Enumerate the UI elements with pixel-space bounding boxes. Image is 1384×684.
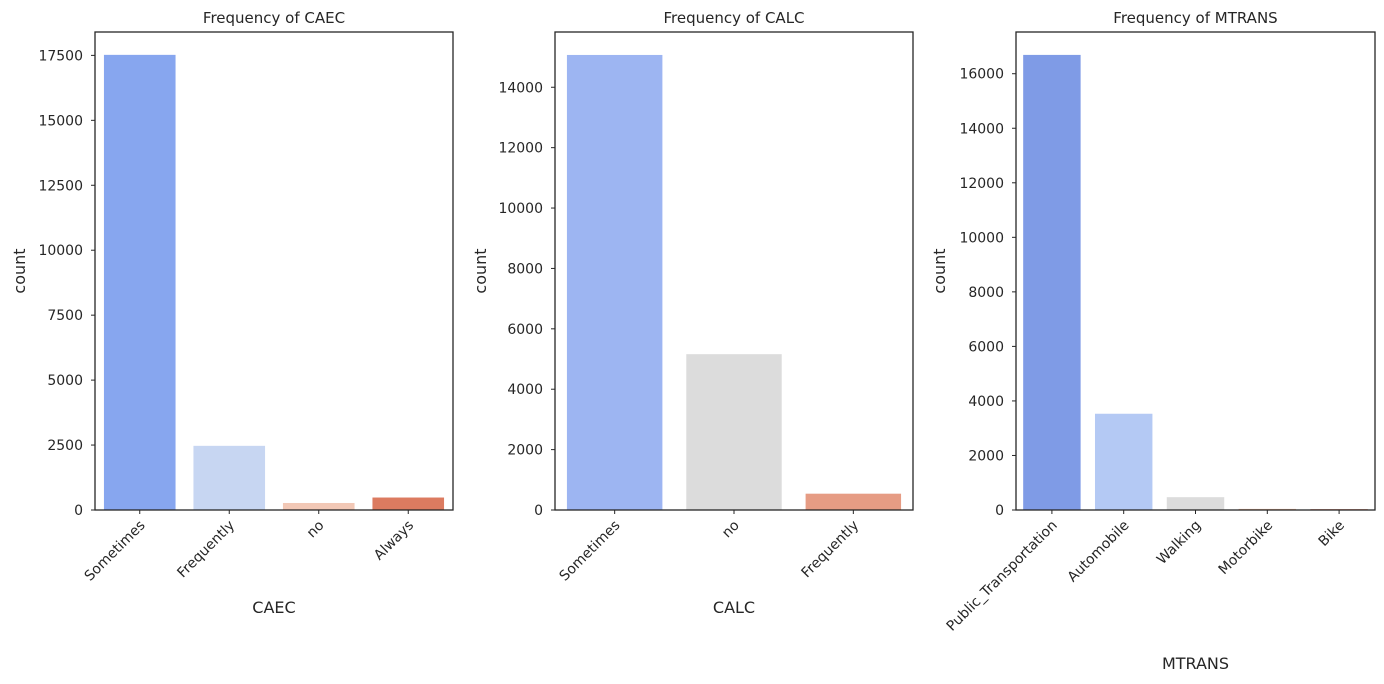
x-tick-label-sometimes: Sometimes <box>82 518 149 585</box>
x-tick-label-walking: Walking <box>1154 518 1204 568</box>
y-axis-label: count <box>930 248 949 293</box>
x-tick-label-no: no <box>719 518 743 542</box>
x-tick-label-frequently: Frequently <box>799 518 863 582</box>
y-tick-label: 2000 <box>507 443 543 459</box>
y-tick-label: 15000 <box>38 113 83 129</box>
bar-always <box>372 497 445 510</box>
x-tick-label-motorbike: Motorbike <box>1216 518 1276 578</box>
x-axis-label: CAEC <box>252 598 295 617</box>
y-tick-label: 4000 <box>968 394 1004 410</box>
chart-title: Frequency of MTRANS <box>1113 9 1277 27</box>
y-tick-label: 8000 <box>968 285 1004 301</box>
y-tick-label: 0 <box>995 503 1004 519</box>
bar-sometimes <box>566 54 663 511</box>
bar-frequently <box>805 493 902 510</box>
bar-automobile <box>1094 413 1153 510</box>
y-tick-label: 6000 <box>507 322 543 338</box>
y-axis-label: count <box>471 248 490 293</box>
y-tick-label: 12000 <box>959 176 1004 192</box>
y-tick-label: 5000 <box>47 373 83 389</box>
bar-no <box>282 502 355 510</box>
x-axis-label: MTRANS <box>1162 654 1229 673</box>
chart-panel-calc: 0 2000 4000 6000 8000 10000 12000 14000 Sometime… <box>471 9 914 617</box>
y-tick-label: 17500 <box>38 48 83 64</box>
x-tick-label-sometimes: Sometimes <box>557 518 624 585</box>
bar-no <box>686 354 782 510</box>
y-tick-label: 16000 <box>959 67 1004 83</box>
y-tick-label: 7500 <box>47 308 83 324</box>
x-tick-label-bike: Bike <box>1316 518 1348 550</box>
y-tick-label: 4000 <box>507 382 543 398</box>
y-tick-label: 0 <box>534 503 543 519</box>
x-tick-label-public-transportation: Public_Transportation <box>944 518 1061 635</box>
y-tick-label: 10000 <box>498 201 543 217</box>
y-tick-label: 12500 <box>38 178 83 194</box>
y-tick-label: 10000 <box>959 230 1004 246</box>
x-tick-label-frequently: Frequently <box>174 518 238 582</box>
chart-panel-mtrans: 0 2000 4000 6000 8000 10000 12000 14000 16000 Pub… <box>930 9 1376 673</box>
y-tick-label: 2500 <box>47 438 83 454</box>
y-tick-label: 14000 <box>959 121 1004 137</box>
y-tick-label: 12000 <box>498 141 543 157</box>
x-tick-label-no: no <box>304 518 328 542</box>
y-tick-label: 10000 <box>38 243 83 259</box>
plot-frame <box>94 31 454 511</box>
bar-frequently <box>193 445 266 510</box>
y-tick-label: 2000 <box>968 448 1004 464</box>
x-tick-label-automobile: Automobile <box>1065 518 1133 586</box>
bar-public-transportation <box>1023 54 1081 511</box>
chart-panel-caec: 0 2500 5000 7500 10000 12500 15000 17500 Sometim… <box>10 9 454 617</box>
x-axis-label: CALC <box>713 598 755 617</box>
y-axis-label: count <box>10 248 29 293</box>
y-tick-label: 14000 <box>498 80 543 96</box>
y-tick-label: 6000 <box>968 339 1004 355</box>
x-tick-label-always: Always <box>371 518 417 564</box>
y-tick-label: 8000 <box>507 261 543 277</box>
chart-title: Frequency of CALC <box>663 9 804 27</box>
bar-sometimes <box>103 54 176 510</box>
y-tick-label: 0 <box>74 503 83 519</box>
bar-walking <box>1166 497 1225 510</box>
chart-title: Frequency of CAEC <box>203 9 345 27</box>
